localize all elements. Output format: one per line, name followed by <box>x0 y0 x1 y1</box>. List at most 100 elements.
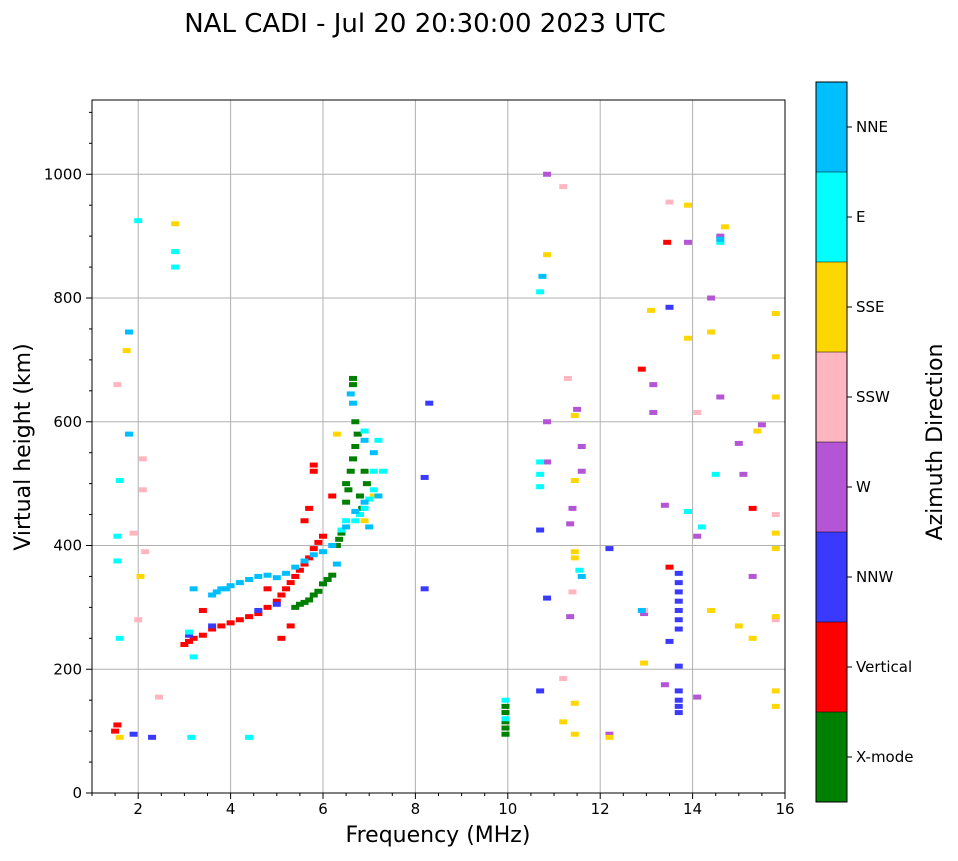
data-point <box>573 406 582 412</box>
data-point <box>605 731 614 737</box>
data-point <box>577 573 586 579</box>
data-point <box>771 703 780 709</box>
data-point <box>674 688 683 694</box>
data-point <box>674 607 683 613</box>
data-point <box>536 471 545 477</box>
data-point <box>189 654 198 660</box>
y-tick-label: 1000 <box>44 165 82 183</box>
grid-layer <box>92 100 786 794</box>
series-w <box>543 171 766 737</box>
data-point <box>355 493 364 499</box>
colorbar-tick-label: Vertical <box>856 658 912 676</box>
data-point <box>566 521 575 527</box>
data-point <box>360 518 369 524</box>
y-tick-label: 600 <box>53 413 82 431</box>
data-point <box>351 444 360 449</box>
data-point <box>180 642 189 647</box>
data-point <box>771 546 780 552</box>
colorbar-segment <box>816 352 847 442</box>
data-point <box>605 546 614 552</box>
data-point <box>707 607 716 613</box>
data-point <box>314 539 323 545</box>
data-point <box>674 663 683 669</box>
data-point <box>365 524 374 530</box>
x-tick-label: 8 <box>411 800 421 818</box>
data-point <box>374 437 383 443</box>
data-point <box>757 422 766 428</box>
data-point <box>536 459 545 465</box>
data-point <box>272 598 281 604</box>
data-point <box>349 375 358 381</box>
data-point <box>314 588 323 594</box>
data-point <box>716 239 725 245</box>
series-x-mode <box>291 375 510 737</box>
data-point <box>134 218 143 224</box>
data-point <box>136 573 145 579</box>
data-point <box>328 543 337 548</box>
data-point <box>217 623 226 629</box>
data-point <box>291 573 300 579</box>
data-point <box>300 558 309 564</box>
data-point <box>771 394 780 400</box>
data-point <box>208 592 217 598</box>
data-point <box>501 697 510 703</box>
data-point <box>208 626 217 632</box>
data-point <box>138 456 147 462</box>
data-point <box>185 629 194 635</box>
data-point <box>349 400 358 406</box>
data-point <box>693 533 702 539</box>
colorbar-tick-label: NNE <box>856 118 888 136</box>
data-point <box>171 264 180 270</box>
data-point <box>771 512 780 518</box>
data-point <box>674 617 683 623</box>
data-point <box>115 635 124 641</box>
data-point <box>124 431 133 437</box>
data-point <box>171 221 180 227</box>
colorbar-tick-label: NNW <box>856 568 893 586</box>
data-point <box>425 400 434 406</box>
data-point <box>683 202 692 208</box>
data-point <box>543 252 552 258</box>
data-point <box>277 635 286 641</box>
data-point <box>115 478 124 484</box>
colorbar-segment <box>816 712 847 802</box>
data-point <box>374 493 383 499</box>
data-point <box>665 564 674 570</box>
data-point <box>134 617 143 623</box>
data-point <box>771 688 780 694</box>
data-point <box>360 499 369 505</box>
data-point <box>559 184 568 190</box>
data-point <box>683 335 692 341</box>
data-point <box>501 731 510 737</box>
data-point <box>113 722 122 728</box>
data-point <box>748 505 757 511</box>
data-point <box>346 468 355 474</box>
chart-title: NAL CADI - Jul 20 20:30:00 2023 UTC <box>184 9 666 39</box>
data-point <box>543 459 552 465</box>
data-point <box>543 171 552 177</box>
data-point <box>563 375 572 381</box>
data-points <box>111 171 780 740</box>
data-point <box>647 307 656 313</box>
data-point <box>697 524 706 530</box>
data-point <box>235 617 244 623</box>
data-point <box>309 552 318 558</box>
data-point <box>291 564 300 570</box>
colorbar-segment <box>816 442 847 532</box>
data-point <box>568 589 577 595</box>
x-tick-label: 6 <box>318 800 328 818</box>
data-point <box>674 703 683 709</box>
data-point <box>300 518 309 524</box>
data-point <box>342 499 351 505</box>
data-point <box>649 409 658 415</box>
x-tick-label: 2 <box>133 800 143 818</box>
data-point <box>543 595 552 601</box>
data-point <box>113 558 122 564</box>
data-point <box>360 505 369 511</box>
data-point <box>369 468 378 474</box>
data-point <box>501 725 510 731</box>
data-point <box>536 484 545 490</box>
y-tick-label: 800 <box>53 289 82 307</box>
colorbar-segment <box>816 532 847 622</box>
colorbar-tick-label: SSE <box>856 298 885 316</box>
